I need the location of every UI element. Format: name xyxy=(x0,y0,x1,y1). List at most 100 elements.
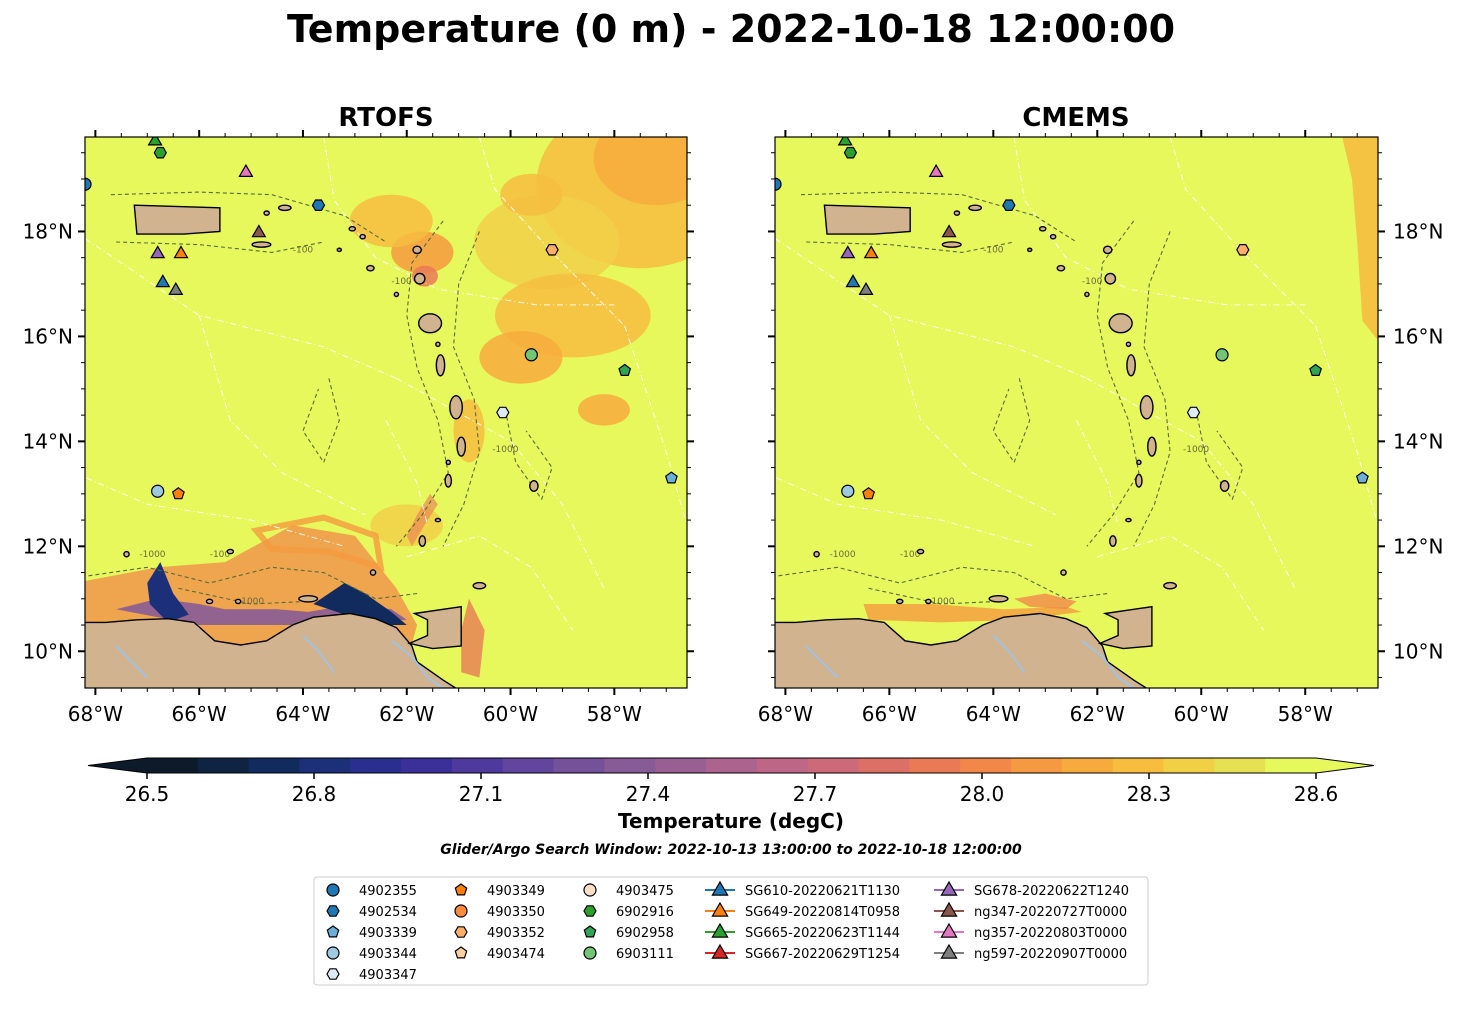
obs-marker-4903347 xyxy=(1186,406,1201,419)
obs-marker-4903339 xyxy=(1355,471,1369,484)
island xyxy=(435,341,441,348)
bathymetry-contour xyxy=(85,566,418,600)
legend-item: 6903111 xyxy=(583,946,674,962)
obs-marker-4903349 xyxy=(862,487,876,500)
obs-marker-6903111 xyxy=(524,348,538,362)
river xyxy=(805,645,839,679)
colorbar-tick-label: 28.0 xyxy=(960,782,1005,806)
observation-markers-rtofs xyxy=(85,137,678,500)
legend-label: ng597-20220907T0000 xyxy=(974,947,1127,962)
colorbar-tick-label: 28.6 xyxy=(1294,782,1339,806)
lon-tick-label: 58°W xyxy=(587,702,642,726)
island-trinidad xyxy=(1097,605,1153,650)
obs-marker-SG649-20220814T0958 xyxy=(173,245,189,259)
obs-marker-SG665-20220623T1144 xyxy=(147,137,163,146)
legend-item: 4903352 xyxy=(454,926,545,941)
lat-tick-label: 18°N xyxy=(23,219,73,243)
legend-label: SG649-20220814T0958 xyxy=(745,905,900,920)
colorbar-tick-label: 27.4 xyxy=(626,782,671,806)
lat-tick-label: 14°N xyxy=(1393,429,1443,453)
eez-boundary xyxy=(323,137,615,306)
contour-label: -1000 xyxy=(238,597,264,607)
bathymetry-contour xyxy=(775,566,1108,600)
colorbar-extend-min xyxy=(88,758,147,773)
colorbar-segment xyxy=(1214,758,1266,773)
colorbar-tick-label: 26.5 xyxy=(125,782,170,806)
legend-item: 4903339 xyxy=(326,925,417,941)
obs-marker-SG678-20220622T1240 xyxy=(840,245,856,259)
island-trinidad xyxy=(407,605,462,650)
island xyxy=(1219,480,1230,492)
obs-marker-4902534 xyxy=(311,199,326,211)
legend-marker xyxy=(940,922,958,938)
legend-marker xyxy=(583,925,597,938)
island xyxy=(205,598,214,605)
obs-marker-ng347-20220727T0000 xyxy=(941,224,957,238)
panel-title-rtofs: RTOFS xyxy=(338,103,433,133)
colorbar-segment xyxy=(147,758,199,773)
island xyxy=(298,594,319,603)
legend-marker xyxy=(583,905,597,917)
legend-marker xyxy=(711,922,729,938)
lon-tick-label: 62°W xyxy=(1070,702,1125,726)
lon-tick-label: 60°W xyxy=(1174,702,1229,726)
obs-marker-4903349 xyxy=(171,487,185,500)
axis-ticks-rtofs: 68°W 66°W 64°W 62°W 60°W 58°W 10°N 12°N 14°N 16°N… xyxy=(23,130,694,726)
island xyxy=(263,210,270,216)
eez-boundary xyxy=(406,535,574,631)
island xyxy=(1135,473,1143,488)
lon-tick-label: 62°W xyxy=(379,702,434,726)
island xyxy=(895,598,904,605)
colorbar-segment xyxy=(350,758,402,773)
legend-item: 4903474 xyxy=(454,946,545,962)
colorbar-tick-label: 28.3 xyxy=(1127,782,1172,806)
contour-label: -1000 xyxy=(139,550,165,560)
lon-tick-label: 68°W xyxy=(758,702,813,726)
legend-item: 6902958 xyxy=(583,925,674,941)
obs-marker-6903111 xyxy=(1215,348,1229,362)
obs-marker-4903352 xyxy=(545,244,559,256)
island xyxy=(1104,272,1117,285)
island xyxy=(413,272,426,285)
legend-label: SG665-20220623T1144 xyxy=(745,926,900,941)
colorbar-segment xyxy=(960,758,1012,773)
legend-marker xyxy=(326,925,340,938)
obs-marker-SG649-20220814T0958 xyxy=(863,245,879,259)
bathymetry-contour xyxy=(1133,231,1171,547)
lon-tick-label: 58°W xyxy=(1278,702,1333,726)
lat-tick-label: 10°N xyxy=(23,639,73,663)
obs-marker-ng597-20220907T0000 xyxy=(168,282,184,295)
island xyxy=(1026,247,1033,253)
obs-marker-SG665-20220623T1144 xyxy=(837,137,853,146)
legend-item: 4902534 xyxy=(326,905,417,920)
island xyxy=(988,594,1009,603)
legend-item: ng597-20220907T0000 xyxy=(934,943,1127,962)
legend-item: SG649-20220814T0958 xyxy=(705,901,900,920)
plume-core xyxy=(313,583,407,625)
island xyxy=(251,241,272,248)
bathymetry-contours-cmems: -1000 -1000 -1000 -100 -100 -100 xyxy=(775,191,1244,607)
contour-label: -100 xyxy=(293,245,314,255)
bathymetry-contour xyxy=(504,409,553,501)
obs-marker-ng347-20220727T0000 xyxy=(251,224,267,238)
panel-title-cmems: CMEMS xyxy=(1022,103,1129,133)
axis-ticks-cmems: 68°W 66°W 64°W 62°W 60°W 58°W 10°N 12°N 14°N 16°N… xyxy=(758,130,1443,726)
lon-tick-label: 66°W xyxy=(862,702,917,726)
island xyxy=(1126,354,1136,377)
legend-item: 6902916 xyxy=(583,905,674,920)
colorbar-segment xyxy=(248,758,301,773)
plume-filament xyxy=(250,514,385,572)
warm-anomaly xyxy=(500,173,563,216)
bathymetry-contour xyxy=(800,191,1077,243)
obs-marker-6902916 xyxy=(153,146,167,159)
river xyxy=(302,634,335,673)
lon-tick-label: 68°W xyxy=(68,702,123,726)
plume-core xyxy=(147,562,189,623)
island xyxy=(1139,395,1154,420)
lon-tick-label: 64°W xyxy=(966,702,1021,726)
island xyxy=(123,550,130,558)
figure-title: Temperature (0 m) - 2022-10-18 12:00:00 xyxy=(287,7,1175,51)
legend-label: SG678-20220622T1240 xyxy=(974,884,1129,899)
colorbar-segment xyxy=(858,758,910,773)
